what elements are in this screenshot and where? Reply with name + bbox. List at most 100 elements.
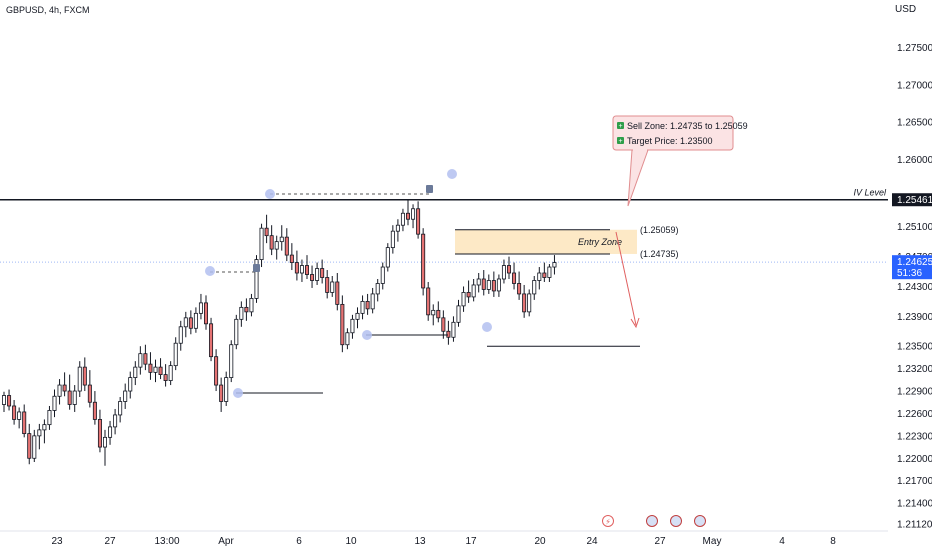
candle-body[interactable] xyxy=(12,405,17,420)
candle-body[interactable] xyxy=(446,330,451,338)
candle-body[interactable] xyxy=(203,302,208,325)
candle-body[interactable] xyxy=(254,259,259,299)
candle-body[interactable] xyxy=(214,356,219,386)
candle-body[interactable] xyxy=(310,274,315,281)
candle-body[interactable] xyxy=(67,390,72,405)
candle-body[interactable] xyxy=(219,384,224,402)
candle-body[interactable] xyxy=(168,365,173,381)
candle-body[interactable] xyxy=(234,318,239,346)
candle-body[interactable] xyxy=(517,283,522,295)
candle-body[interactable] xyxy=(486,280,491,290)
flag-icon[interactable] xyxy=(253,264,260,272)
candle-body[interactable] xyxy=(244,306,249,313)
candle-body[interactable] xyxy=(7,395,12,407)
candle-body[interactable] xyxy=(163,374,168,381)
candle-body[interactable] xyxy=(411,208,416,220)
callout-box[interactable] xyxy=(612,115,734,151)
candle-body[interactable] xyxy=(138,353,143,368)
candle-body[interactable] xyxy=(133,366,138,378)
candle-body[interactable] xyxy=(547,266,552,278)
candle-body[interactable] xyxy=(476,278,481,286)
lightning-icon[interactable] xyxy=(602,515,614,527)
candle-body[interactable] xyxy=(481,278,486,290)
candle-body[interactable] xyxy=(350,318,355,334)
candle-body[interactable] xyxy=(335,281,340,305)
candle-body[interactable] xyxy=(27,433,32,459)
candle-body[interactable] xyxy=(304,265,309,275)
candle-body[interactable] xyxy=(390,230,395,249)
candle-body[interactable] xyxy=(2,395,7,405)
candle-body[interactable] xyxy=(123,390,128,402)
candle-body[interactable] xyxy=(72,390,77,405)
candle-body[interactable] xyxy=(375,283,380,295)
time-axis[interactable]: 23 27 13:00 Apr 6 10 13 17 20 24 27 May 4 8 xyxy=(51,536,836,547)
candle-body[interactable] xyxy=(340,303,345,346)
candle-body[interactable] xyxy=(108,426,113,438)
candle-body[interactable] xyxy=(370,293,375,310)
candle-body[interactable] xyxy=(451,321,456,338)
candle-body[interactable] xyxy=(532,280,537,295)
candle-body[interactable] xyxy=(92,401,97,420)
candle-body[interactable] xyxy=(87,384,92,403)
candle-body[interactable] xyxy=(224,377,229,402)
candle-body[interactable] xyxy=(188,317,193,329)
candle-body[interactable] xyxy=(198,302,203,314)
candle-body[interactable] xyxy=(274,241,279,250)
candle-body[interactable] xyxy=(193,312,198,329)
candle-body[interactable] xyxy=(299,265,304,274)
candle-body[interactable] xyxy=(183,317,188,328)
candle-body[interactable] xyxy=(57,384,62,397)
candle-body[interactable] xyxy=(466,292,471,298)
candle-body[interactable] xyxy=(456,305,461,323)
candle-body[interactable] xyxy=(118,401,123,416)
candle-body[interactable] xyxy=(143,353,148,365)
candle-body[interactable] xyxy=(542,272,547,278)
candle-body[interactable] xyxy=(294,262,299,274)
candle-body[interactable] xyxy=(239,306,244,320)
candle-body[interactable] xyxy=(325,277,330,293)
us-flag-icon[interactable] xyxy=(646,515,658,527)
candle-body[interactable] xyxy=(395,224,400,232)
candle-body[interactable] xyxy=(522,293,527,313)
candle-body[interactable] xyxy=(360,300,365,314)
us-flag-icon[interactable] xyxy=(694,515,706,527)
candle-body[interactable] xyxy=(37,429,42,437)
candle-body[interactable] xyxy=(42,424,47,431)
candle-body[interactable] xyxy=(103,436,108,448)
candle-body[interactable] xyxy=(506,265,511,274)
candle-body[interactable] xyxy=(158,366,163,376)
candle-body[interactable] xyxy=(77,366,82,392)
candle-body[interactable] xyxy=(229,344,234,378)
candle-body[interactable] xyxy=(82,366,87,386)
candle-body[interactable] xyxy=(128,377,133,392)
candle-body[interactable] xyxy=(148,363,153,373)
candle-body[interactable] xyxy=(527,293,532,313)
candle-body[interactable] xyxy=(345,332,350,346)
candle-body[interactable] xyxy=(436,309,441,319)
candle-body[interactable] xyxy=(421,233,426,289)
entry-zone-rect[interactable] xyxy=(455,229,637,254)
candle-body[interactable] xyxy=(501,265,506,280)
candle-body[interactable] xyxy=(22,411,27,435)
candle-body[interactable] xyxy=(264,227,269,237)
candle-body[interactable] xyxy=(380,266,385,284)
candle-body[interactable] xyxy=(52,395,57,411)
candle-body[interactable] xyxy=(552,262,557,268)
us-flag-icon[interactable] xyxy=(670,515,682,527)
candle-body[interactable] xyxy=(269,235,274,250)
candle-body[interactable] xyxy=(173,342,178,367)
candle-body[interactable] xyxy=(284,236,289,256)
flag-icon[interactable] xyxy=(426,185,433,193)
candle-body[interactable] xyxy=(279,236,284,243)
candle-body[interactable] xyxy=(315,268,320,281)
candle-body[interactable] xyxy=(62,384,67,392)
candle-body[interactable] xyxy=(289,254,294,263)
candle-body[interactable] xyxy=(512,272,517,284)
candle-body[interactable] xyxy=(17,411,22,420)
candle-body[interactable] xyxy=(400,212,405,226)
candle-body[interactable] xyxy=(416,208,421,235)
candle-body[interactable] xyxy=(320,268,325,278)
candle-body[interactable] xyxy=(441,317,446,332)
candle-body[interactable] xyxy=(496,278,501,292)
candle-body[interactable] xyxy=(491,280,496,292)
